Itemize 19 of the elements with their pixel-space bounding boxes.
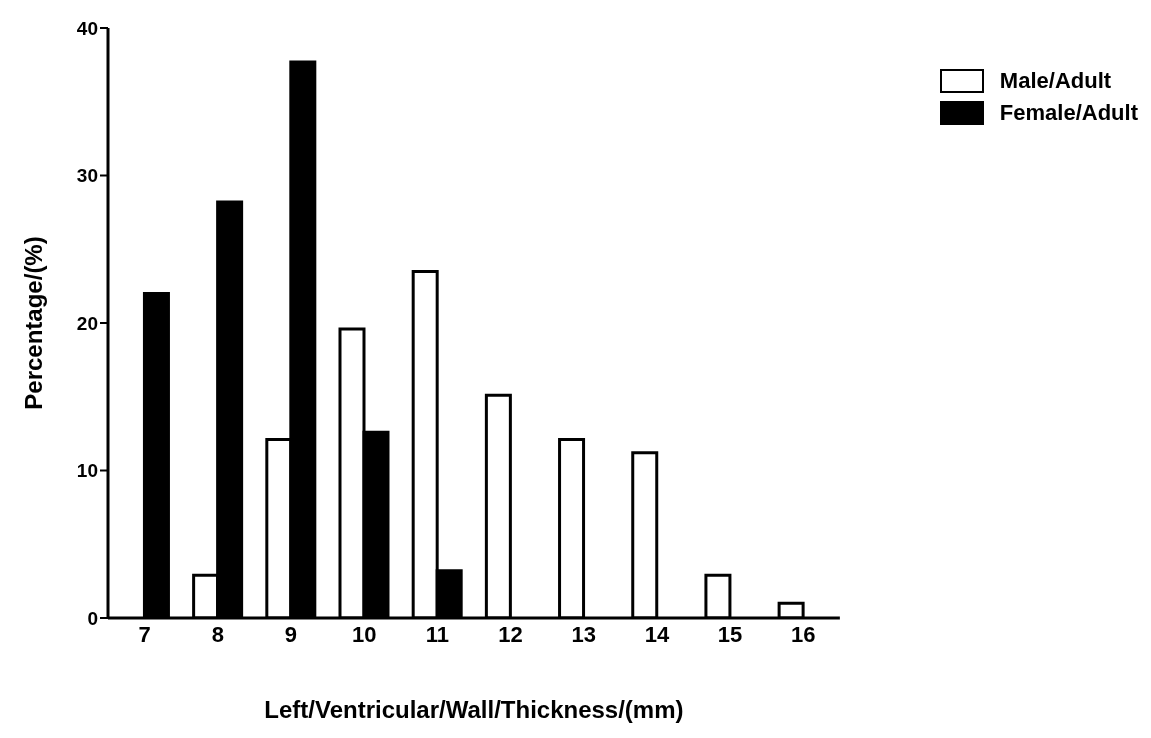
y-axis-title: Percentage/(%) <box>19 236 47 410</box>
x-tick-label: 12 <box>498 621 523 647</box>
y-tick-label: 30 <box>76 165 98 187</box>
y-tick-label: 10 <box>76 460 98 482</box>
x-tick-label: 13 <box>571 621 596 647</box>
y-tick-label: 20 <box>76 312 98 334</box>
x-tick-label: 16 <box>791 621 816 647</box>
x-tick-label: 14 <box>644 621 670 647</box>
x-axis-title: Left/Ventricular/Wall/Thickness/(mm) <box>264 696 684 723</box>
x-tick-label: 11 <box>425 621 449 647</box>
legend-label: Male/Adult <box>999 68 1112 94</box>
x-tick-label: 9 <box>284 621 298 647</box>
y-tick-label: 0 <box>87 607 98 629</box>
x-tick-label: 8 <box>211 621 224 647</box>
legend-label: Female/Adult <box>999 100 1138 126</box>
x-tick-label: 15 <box>717 621 743 647</box>
x-tick-label: 7 <box>138 621 151 647</box>
y-tick-label: 40 <box>76 17 98 39</box>
x-tick-label: 10 <box>351 621 377 647</box>
